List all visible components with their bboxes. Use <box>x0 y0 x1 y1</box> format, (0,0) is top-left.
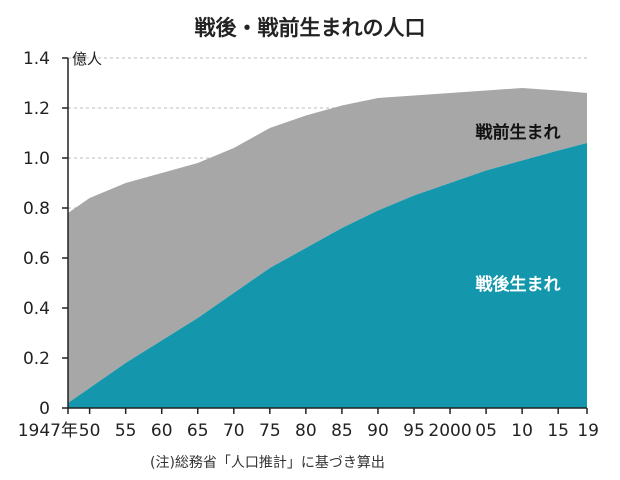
area-layer <box>68 88 587 408</box>
x-tick-label-7: 80 <box>295 421 317 441</box>
y-tick-label-1: 0.2 <box>23 349 50 369</box>
x-tick-label-3: 60 <box>151 421 173 441</box>
y-tick-label-3: 0.6 <box>23 249 50 269</box>
series-label-prewar: 戦前生まれ <box>476 122 561 143</box>
chart-title: 戦後・戦前生まれの人口 <box>194 16 426 40</box>
x-tick-label-15: 19 <box>577 421 599 441</box>
series-label-postwar: 戦後生まれ <box>476 274 561 295</box>
axes: 0 0.2 0.4 0.6 0.8 1.0 1.2 1.4 1947年 50 55 60 65 70 75 8… <box>18 49 599 441</box>
x-tick-label-4: 65 <box>187 421 209 441</box>
x-tick-label-6: 75 <box>259 421 281 441</box>
x-tick-label-13: 10 <box>511 421 533 441</box>
y-tick-label-2: 0.4 <box>23 299 50 319</box>
area-postwar <box>68 143 587 408</box>
x-tick-label-12: 05 <box>475 421 497 441</box>
source-note: (注)総務省「人口推計」に基づき算出 <box>150 455 385 471</box>
x-tick-label-14: 15 <box>547 421 569 441</box>
y-unit-label: 億人 <box>72 50 102 68</box>
x-tick-label-1: 50 <box>79 421 101 441</box>
x-tick-label-10: 95 <box>403 421 425 441</box>
x-tick-label-9: 90 <box>367 421 389 441</box>
x-tick-label-0: 1947年 <box>18 421 78 441</box>
y-tick-label-6: 1.2 <box>23 99 50 119</box>
x-tick-label-11: 2000 <box>428 421 471 441</box>
x-tick-label-5: 70 <box>223 421 245 441</box>
y-tick-label-0: 0 <box>39 399 50 419</box>
y-tick-label-5: 1.0 <box>23 149 50 169</box>
x-tick-label-2: 55 <box>115 421 137 441</box>
x-tick-label-8: 85 <box>331 421 353 441</box>
area-prewar <box>68 88 587 403</box>
y-tick-label-4: 0.8 <box>23 199 50 219</box>
y-tick-label-7: 1.4 <box>23 49 50 69</box>
